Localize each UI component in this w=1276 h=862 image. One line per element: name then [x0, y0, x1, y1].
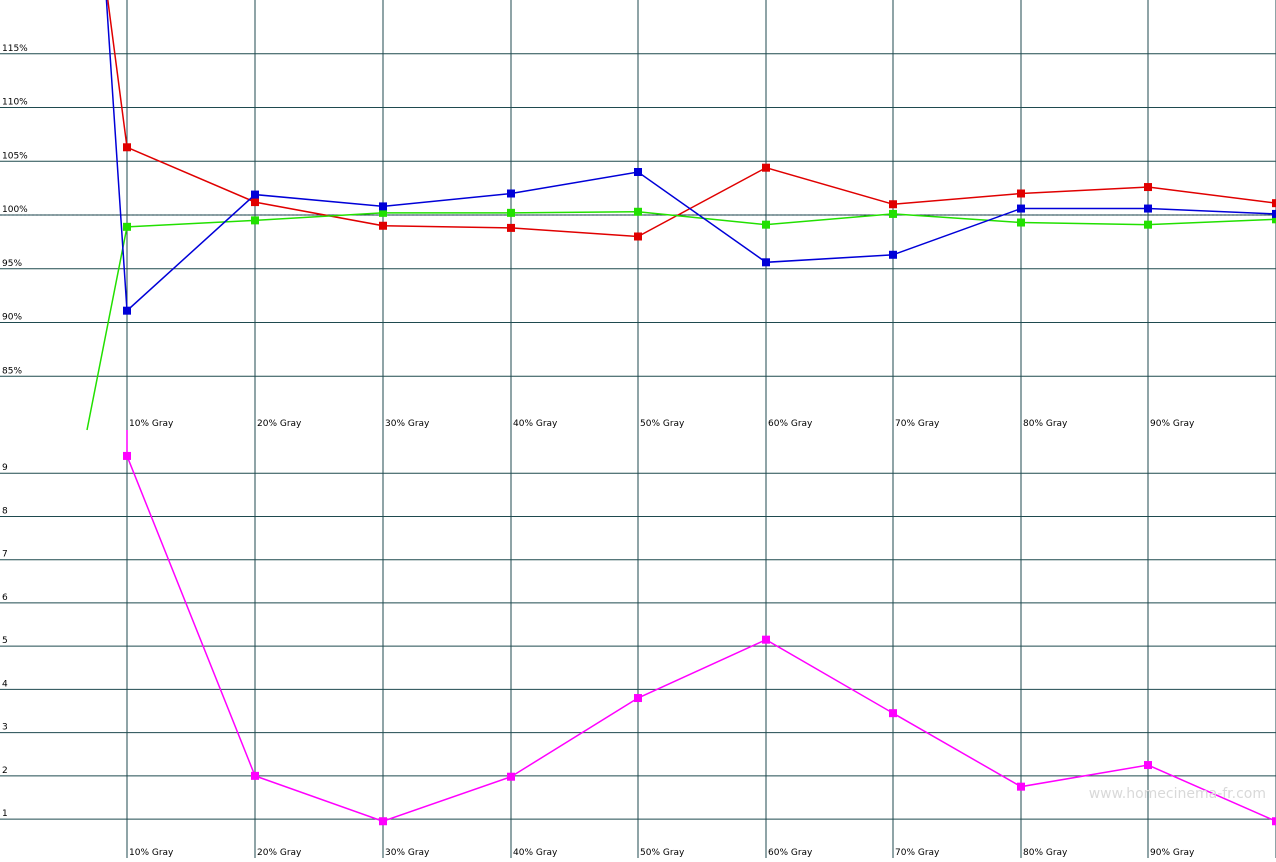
top-series-green-point-0 — [123, 222, 131, 231]
bottom-y-tick-label-3: 6 — [2, 593, 8, 603]
top-series-red-point-8 — [1144, 183, 1152, 192]
top-series-green-point-9 — [1272, 215, 1276, 224]
bottom-x-tick-label-5: 60% Gray — [768, 848, 813, 858]
top-x-tick-label-7: 80% Gray — [1023, 419, 1068, 429]
top-series-blue-point-4 — [634, 168, 642, 176]
top-y-tick-label-6: 85% — [2, 366, 22, 376]
top-series-blue-point-2 — [379, 202, 387, 211]
top-series-blue-point-5 — [762, 258, 770, 267]
bottom-series-magenta-point-1 — [251, 771, 259, 780]
top-series-red-point-5 — [762, 163, 770, 172]
bottom-y-tick-label-1: 8 — [2, 506, 8, 516]
top-y-tick-label-0: 115% — [2, 44, 28, 54]
bottom-y-tick-label-7: 2 — [2, 766, 8, 776]
bottom-series-magenta-point-0 — [123, 451, 131, 460]
top-series-red-point-7 — [1017, 189, 1025, 198]
bottom-series-magenta-line — [126, 430, 1276, 823]
bottom-x-tick-label-3: 40% Gray — [513, 848, 558, 858]
bottom-series-magenta-point-9 — [1272, 817, 1276, 826]
top-series-green-point-5 — [762, 220, 770, 229]
top-x-tick-label-5: 60% Gray — [768, 419, 813, 429]
top-series-blue-point-0 — [123, 306, 131, 315]
top-series-green-line — [86, 211, 1276, 431]
top-series-green-point-2 — [379, 208, 387, 217]
bottom-x-tick-label-6: 70% Gray — [895, 848, 940, 858]
top-y-tick-label-3: 100% — [2, 205, 28, 215]
top-y-tick-label-2: 105% — [2, 151, 28, 161]
bottom-y-tick-label-8: 1 — [2, 809, 8, 819]
top-x-tick-label-3: 40% Gray — [513, 419, 558, 429]
top-series-red-point-9 — [1272, 199, 1276, 208]
bottom-series-magenta-point-6 — [889, 709, 897, 718]
top-y-tick-label-5: 90% — [2, 313, 22, 323]
bottom-x-tick-label-8: 90% Gray — [1150, 848, 1195, 858]
bottom-x-tick-label-4: 50% Gray — [640, 848, 685, 858]
bottom-x-tick-label-2: 30% Gray — [385, 848, 430, 858]
bottom-series-magenta-point-5 — [762, 635, 770, 644]
top-series-red-point-0 — [123, 143, 131, 152]
top-series-blue-point-8 — [1144, 204, 1152, 213]
rgb-balance-chart: 115% 110% 105% 100% 95% 90% 85% 10% Gray 20% Gra… — [0, 0, 1276, 431]
bottom-series-magenta-point-3 — [507, 772, 515, 781]
bottom-y-tick-label-2: 7 — [2, 550, 8, 560]
top-y-tick-label-4: 95% — [2, 259, 22, 269]
top-x-tick-label-0: 10% Gray — [129, 419, 174, 429]
bottom-series-magenta-point-4 — [634, 694, 642, 703]
bottom-x-tick-label-7: 80% Gray — [1023, 848, 1068, 858]
top-x-tick-label-8: 90% Gray — [1150, 419, 1195, 429]
bottom-series-magenta-point-7 — [1017, 782, 1025, 791]
top-series-green-point-4 — [634, 207, 642, 216]
bottom-y-tick-label-6: 3 — [2, 723, 8, 733]
top-series-red-point-1 — [251, 198, 259, 207]
top-series-green-point-8 — [1144, 220, 1152, 229]
top-series-blue-point-7 — [1017, 204, 1025, 213]
top-series-red-point-6 — [889, 200, 897, 209]
top-x-tick-label-2: 30% Gray — [385, 419, 430, 429]
top-series-blue-point-3 — [507, 189, 515, 198]
watermark: www.homecinema-fr.com — [1089, 786, 1266, 802]
top-x-tick-label-1: 20% Gray — [257, 419, 302, 429]
top-series-green-point-6 — [889, 209, 897, 218]
bottom-series-magenta-point-8 — [1144, 761, 1152, 770]
top-x-tick-label-6: 70% Gray — [895, 419, 940, 429]
top-series-red-line — [107, 0, 1276, 238]
top-series-red-point-4 — [634, 232, 642, 241]
top-series-blue-point-9 — [1272, 209, 1276, 218]
top-x-tick-label-4: 50% Gray — [640, 419, 685, 429]
top-series-green-point-7 — [1017, 218, 1025, 227]
bottom-y-tick-label-0: 9 — [2, 463, 8, 473]
bottom-x-tick-label-1: 20% Gray — [257, 848, 302, 858]
top-series-red-point-2 — [379, 221, 387, 230]
top-series-blue-line — [105, 0, 1276, 313]
top-series-green-point-1 — [251, 216, 259, 225]
bottom-y-tick-label-4: 5 — [2, 636, 8, 646]
top-y-tick-label-1: 110% — [2, 98, 28, 108]
bottom-series-magenta-point-2 — [379, 817, 387, 826]
bottom-y-tick-label-5: 4 — [2, 679, 8, 689]
top-series-blue-point-6 — [889, 250, 897, 259]
top-series-red-point-3 — [507, 223, 515, 232]
top-series-blue-point-1 — [251, 190, 259, 199]
top-series-green-point-3 — [507, 208, 515, 217]
bottom-x-tick-label-0: 10% Gray — [129, 848, 174, 858]
delta-e-chart: 9 8 7 6 5 4 3 2 1 10% Gray 20% Gray 30% Gray 40% Gra… — [0, 430, 1276, 858]
